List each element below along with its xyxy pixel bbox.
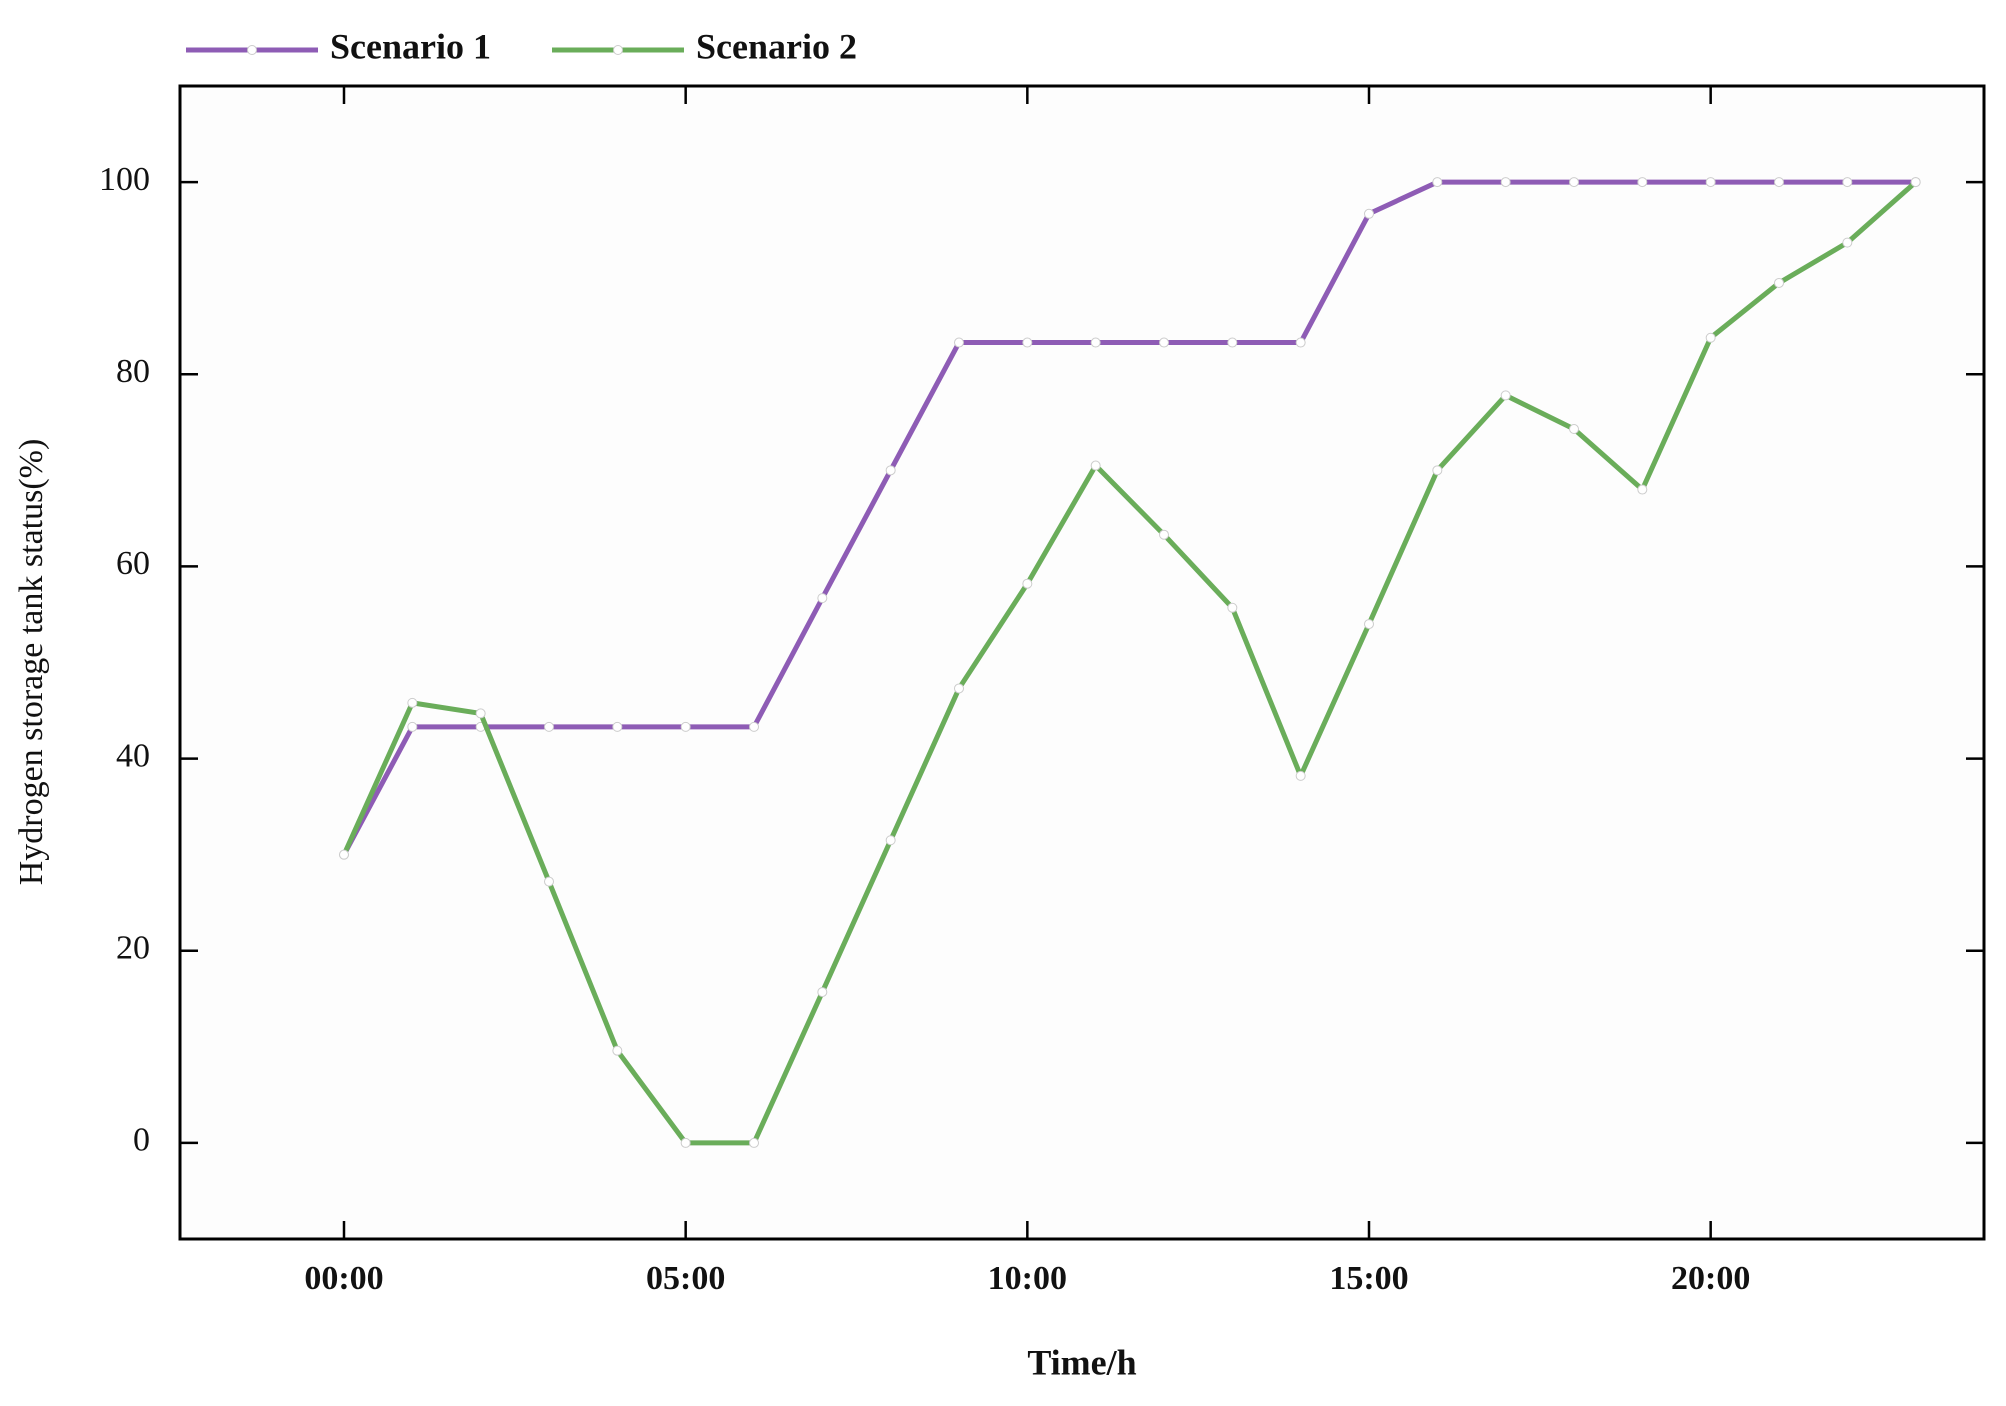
data-point <box>1774 277 1784 288</box>
x-tick-label: 05:00 <box>646 1260 725 1297</box>
data-point <box>1432 465 1443 476</box>
legend-label: Scenario 1 <box>330 26 491 66</box>
data-point <box>885 465 896 476</box>
legend-label: Scenario 2 <box>696 26 857 66</box>
x-tick-label: 15:00 <box>1329 1260 1408 1297</box>
data-point <box>817 987 828 998</box>
data-point <box>1159 337 1169 348</box>
data-point <box>1569 177 1579 188</box>
data-point <box>1637 484 1648 495</box>
data-point <box>1705 332 1716 343</box>
y-tick-label: 20 <box>116 930 150 967</box>
data-point <box>1500 390 1511 401</box>
data-point <box>1295 770 1306 781</box>
data-point <box>1842 177 1853 188</box>
data-point <box>1090 460 1101 471</box>
x-tick-label: 10:00 <box>988 1260 1067 1297</box>
data-point <box>1637 177 1648 188</box>
data-point <box>954 683 964 694</box>
y-tick-label: 40 <box>116 737 150 774</box>
data-point <box>407 697 418 708</box>
data-point <box>612 1045 623 1056</box>
data-point <box>1432 177 1443 188</box>
data-point <box>749 1137 759 1148</box>
series-line <box>341 179 1916 856</box>
plot-frame <box>178 84 1986 1241</box>
data-point <box>954 337 964 348</box>
data-point <box>749 721 759 732</box>
data-point <box>1774 177 1784 188</box>
data-point <box>1705 177 1716 188</box>
y-tick-label: 60 <box>116 545 150 582</box>
series-line <box>341 180 1918 1146</box>
data-point <box>1910 177 1921 188</box>
y-axis-label: Hydrogen storage tank status(%) <box>13 439 50 886</box>
data-point <box>1364 208 1374 219</box>
y-tick-label: 100 <box>99 161 150 198</box>
data-point <box>680 1137 691 1148</box>
data-point <box>1569 424 1579 435</box>
data-point <box>1842 237 1853 248</box>
data-point <box>1090 337 1101 348</box>
y-tick-label: 80 <box>116 353 150 390</box>
data-point <box>1500 177 1511 188</box>
data-point <box>1295 337 1306 348</box>
x-tick-label: 00:00 <box>304 1260 383 1297</box>
data-point <box>339 849 349 860</box>
data-point <box>1159 529 1169 540</box>
data-point <box>1364 619 1374 630</box>
data-point <box>544 721 554 732</box>
x-axis-label: Time/h <box>1027 1342 1136 1382</box>
data-point <box>1227 602 1238 613</box>
data-point <box>612 721 623 732</box>
legend-marker <box>247 45 257 55</box>
data-point <box>1022 578 1033 589</box>
data-point <box>680 721 691 732</box>
x-tick-label: 20:00 <box>1671 1260 1750 1297</box>
legend-marker <box>613 45 623 55</box>
data-point <box>1227 337 1238 348</box>
data-point <box>407 721 418 732</box>
data-point <box>544 876 554 887</box>
data-point <box>885 835 896 846</box>
data-point <box>475 708 486 719</box>
data-point <box>817 593 828 604</box>
data-point <box>1022 337 1033 348</box>
y-tick-label: 0 <box>133 1122 150 1159</box>
